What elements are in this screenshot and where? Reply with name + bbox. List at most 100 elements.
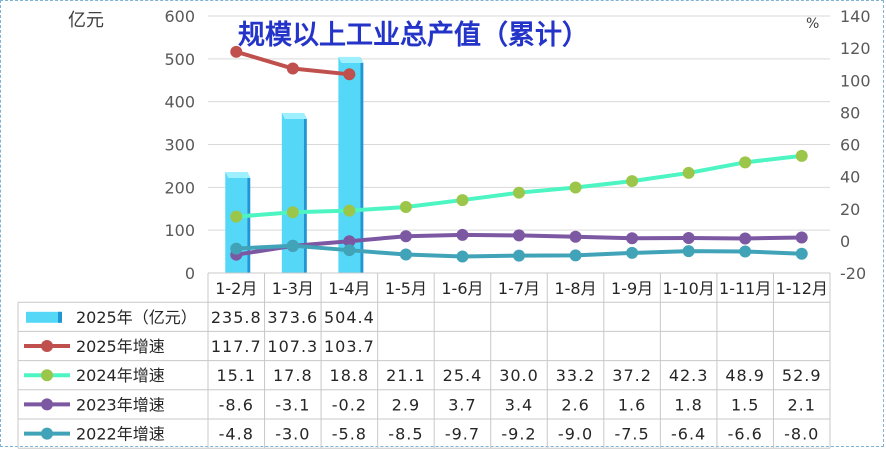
data-point — [569, 249, 582, 262]
table-cell: 42.3 — [669, 366, 709, 385]
data-point — [230, 45, 243, 58]
data-point — [230, 242, 243, 255]
data-point — [626, 175, 639, 188]
legend-key-bar-side — [58, 311, 62, 323]
table-cell: 1.5 — [731, 395, 759, 414]
right-axis-tick-label: 140 — [840, 7, 871, 26]
data-point — [286, 206, 299, 219]
data-point — [343, 244, 356, 257]
legend-key-marker — [41, 427, 53, 440]
table-cell: -0.2 — [332, 395, 367, 414]
bar-top — [338, 56, 364, 63]
legend-label: 2024年增速 — [76, 366, 165, 385]
data-point — [626, 246, 639, 259]
data-point — [456, 194, 469, 207]
bar — [338, 56, 361, 273]
right-axis-unit: % — [806, 16, 819, 32]
table-cell: 25.4 — [443, 366, 483, 385]
table-cell: 504.4 — [324, 308, 375, 327]
category-label: 1-12月 — [776, 279, 828, 298]
data-point — [682, 166, 695, 179]
data-point — [739, 245, 752, 258]
table-cell: 373.6 — [267, 308, 318, 327]
table-cell: -8.0 — [784, 425, 819, 444]
table-cell: 18.8 — [330, 366, 370, 385]
data-point — [682, 231, 695, 244]
table-cell: -3.1 — [275, 395, 310, 414]
data-point — [626, 232, 639, 245]
legend-key-bar — [26, 311, 60, 323]
legend-label: 2025年（亿元） — [76, 308, 197, 327]
data-point — [286, 239, 299, 252]
bar-top — [225, 171, 251, 178]
table-cell: 2.9 — [392, 395, 420, 414]
table-cell: -6.6 — [728, 425, 763, 444]
table-cell: 2.6 — [561, 395, 589, 414]
data-point — [286, 62, 299, 75]
left-axis-tick-label: 300 — [164, 136, 195, 155]
bar-side — [360, 56, 364, 273]
category-label: 1-11月 — [719, 279, 771, 298]
category-label: 1-6月 — [441, 279, 483, 298]
table-cell: 2.1 — [788, 395, 816, 414]
data-point — [739, 232, 752, 245]
legend-label: 2023年增速 — [76, 395, 165, 414]
table-cell: -7.5 — [614, 425, 649, 444]
left-axis-tick-label: 600 — [164, 7, 195, 26]
table-cell: 103.7 — [324, 337, 375, 356]
category-label: 1-10月 — [662, 279, 714, 298]
table-cell: 1.8 — [674, 395, 702, 414]
data-point — [343, 204, 356, 217]
legend-label: 2025年增速 — [76, 337, 165, 356]
category-label: 1-4月 — [328, 279, 370, 298]
right-axis-tick-label: 40 — [840, 168, 860, 187]
legend-key-marker — [41, 369, 53, 382]
table-cell: 48.9 — [725, 366, 765, 385]
left-axis-tick-label: 200 — [164, 178, 195, 197]
data-point — [739, 156, 752, 169]
table-cell: 3.7 — [448, 395, 476, 414]
data-point — [513, 186, 525, 199]
table-cell: 17.8 — [273, 366, 313, 385]
left-axis-tick-label: 500 — [164, 50, 195, 69]
data-point — [513, 249, 525, 262]
data-point — [456, 228, 469, 241]
table-cell: -4.8 — [219, 425, 254, 444]
data-point — [569, 230, 582, 243]
table-cell: 37.2 — [612, 366, 652, 385]
table-cell: -6.4 — [671, 425, 706, 444]
data-point — [682, 245, 695, 258]
table-cell: -9.0 — [558, 425, 593, 444]
table-cell: 1.6 — [618, 395, 646, 414]
chart-title: 规模以上工业总产值（累计） — [238, 20, 589, 51]
bar — [281, 112, 304, 273]
bar-top — [281, 112, 307, 119]
left-axis-tick-label: 400 — [164, 93, 195, 112]
table-cell: 30.0 — [499, 366, 539, 385]
table-cell: 21.1 — [386, 366, 426, 385]
left-axis-unit: 亿元 — [68, 10, 104, 31]
data-point — [399, 200, 412, 213]
right-axis-tick-label: 100 — [840, 71, 871, 90]
series-line — [236, 153, 802, 219]
table-cell: 107.3 — [267, 337, 318, 356]
table-cell: -9.7 — [445, 425, 480, 444]
left-axis-tick-label: 100 — [164, 221, 195, 240]
table-cell: 52.9 — [782, 366, 822, 385]
right-axis-tick-label: 0 — [840, 232, 850, 251]
right-axis-tick-label: -20 — [840, 264, 866, 283]
legend-key-marker — [41, 340, 53, 352]
data-point — [343, 235, 356, 248]
left-axis-tick-label: 0 — [185, 264, 195, 283]
table-cell: 117.7 — [211, 337, 262, 356]
category-label: 1-8月 — [554, 279, 596, 298]
table-cell: -5.8 — [332, 425, 367, 444]
table-cell: -3.0 — [275, 425, 310, 444]
legend-label: 2022年增速 — [76, 425, 165, 444]
right-axis-tick-label: 20 — [840, 200, 860, 219]
table-cell: 235.8 — [211, 308, 262, 327]
right-axis-tick-label: 120 — [840, 39, 871, 58]
data-point — [513, 229, 525, 242]
